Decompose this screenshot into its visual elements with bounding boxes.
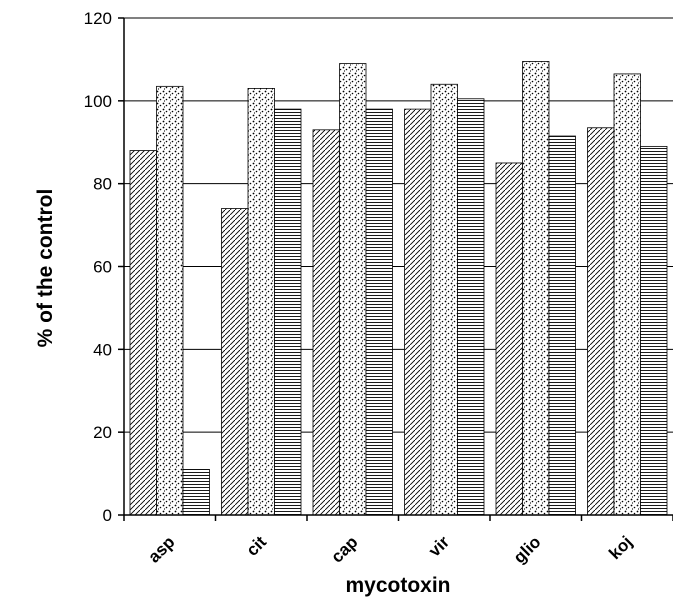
bar-cap-horizontal-lines [365,108,393,516]
y-tick-label: 100 [84,92,112,111]
y-tick-labels: 0 20 40 60 80 100 120 [84,9,112,525]
bar-cit-dotted [247,88,275,516]
y-tick-label: 120 [84,9,112,28]
bar-koj-dotted [613,73,641,516]
bars [129,61,668,516]
y-tick-label: 40 [93,340,112,359]
y-axis-title: % of the control [34,189,57,348]
bar-koj-horizontal-lines [640,145,668,516]
bar-glio-dotted [522,61,550,516]
bar-cap-dotted [339,63,367,516]
y-tick-label: 60 [93,258,112,277]
y-tick-label: 20 [93,423,112,442]
gridlines [124,17,673,433]
bar-vir-diagonal-hatch [404,108,432,516]
y-tick-label: 0 [103,506,112,525]
x-tick-label-cap: cap [327,532,361,566]
x-tick-label-glio: glio [510,532,545,567]
x-tick-label-koj: koj [605,532,636,563]
bar-koj-diagonal-hatch [587,127,615,516]
bar-vir-horizontal-lines [457,98,485,516]
bar-glio-diagonal-hatch [495,162,523,516]
bar-cit-diagonal-hatch [221,208,249,516]
x-tick-label-cit: cit [243,532,271,560]
bar-glio-horizontal-lines [548,135,576,516]
bar-asp-dotted [156,85,184,516]
x-tick-label-vir: vir [425,532,453,560]
x-axis-title: mycotoxin [345,574,450,597]
bar-cit-horizontal-lines [274,108,302,516]
y-tick-label: 80 [93,175,112,194]
bar-asp-diagonal-hatch [129,150,157,516]
axes [118,17,673,521]
x-tick-labels: asp cit cap vir glio koj [144,532,636,567]
bar-vir-dotted [430,83,458,516]
x-tick-label-asp: asp [144,532,178,566]
bar-asp-horizontal-lines [182,469,210,516]
bar-cap-diagonal-hatch [312,129,340,516]
